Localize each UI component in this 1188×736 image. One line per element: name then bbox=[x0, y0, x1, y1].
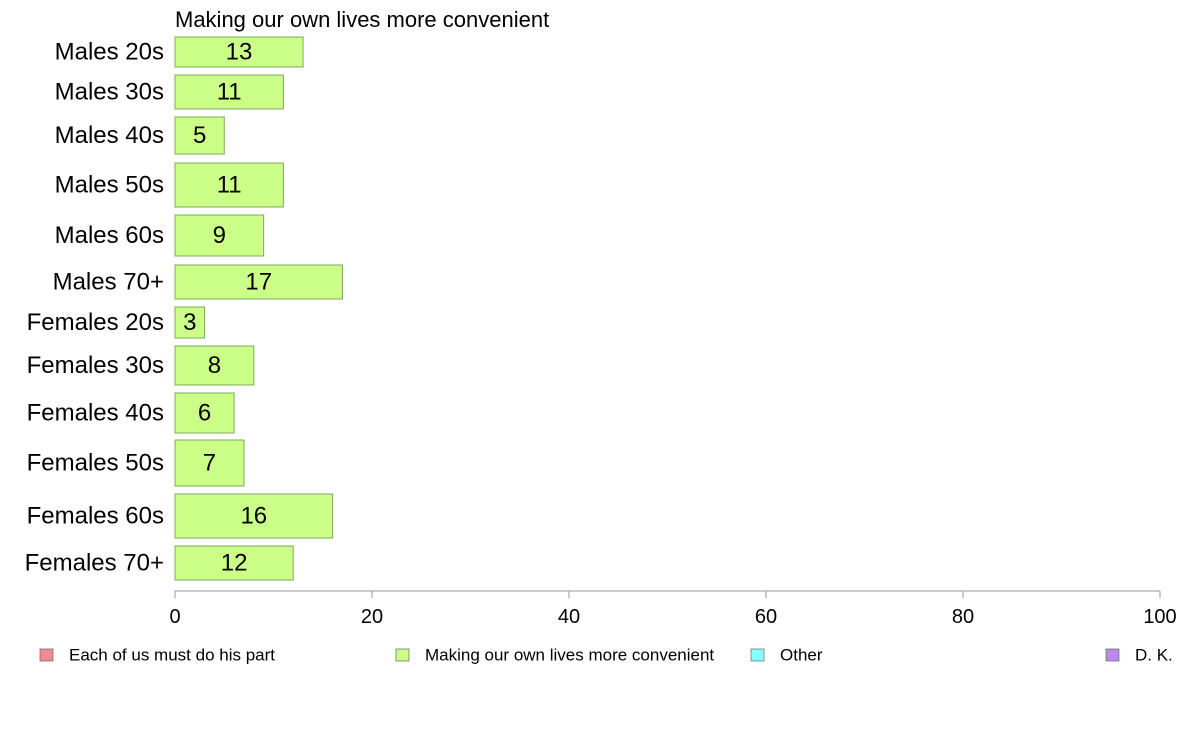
legend-swatch bbox=[395, 648, 410, 662]
category-label: Males 50s bbox=[55, 172, 164, 199]
bar bbox=[174, 493, 334, 539]
bar-value-label: 11 bbox=[217, 79, 242, 106]
bar-value-label: 13 bbox=[226, 39, 253, 66]
bar-value-label: 6 bbox=[198, 400, 211, 427]
bar bbox=[174, 545, 294, 581]
bar-value-label: 9 bbox=[213, 222, 226, 249]
bar bbox=[174, 162, 284, 208]
bar bbox=[174, 345, 255, 386]
category-label: Females 60s bbox=[27, 503, 164, 530]
legend-swatch bbox=[750, 648, 765, 662]
category-label: Males 70+ bbox=[53, 269, 164, 296]
bar bbox=[174, 74, 284, 110]
x-tick-label: 40 bbox=[558, 606, 580, 628]
x-tick-label: 0 bbox=[169, 606, 180, 628]
bar-value-label: 16 bbox=[240, 503, 267, 530]
x-tick-label: 80 bbox=[952, 606, 974, 628]
bar bbox=[174, 36, 304, 68]
legend-label: Each of us must do his part bbox=[69, 646, 275, 665]
category-label: Males 40s bbox=[55, 122, 164, 149]
bar-value-label: 11 bbox=[217, 172, 242, 199]
bar bbox=[174, 116, 225, 155]
bar-value-label: 7 bbox=[203, 450, 216, 477]
legend: Each of us must do his part Making our ow… bbox=[39, 646, 1173, 665]
category-label: Females 70+ bbox=[25, 550, 164, 577]
category-label: Females 40s bbox=[27, 400, 164, 427]
x-tick-label: 100 bbox=[1143, 606, 1176, 628]
category-label: Females 30s bbox=[27, 352, 164, 379]
legend-swatch bbox=[1105, 648, 1120, 662]
category-label: Males 30s bbox=[55, 79, 164, 106]
x-tick-label: 20 bbox=[361, 606, 383, 628]
bar bbox=[174, 306, 206, 339]
legend-swatch bbox=[39, 648, 54, 662]
bar bbox=[174, 214, 265, 257]
x-tick-label: 60 bbox=[755, 606, 777, 628]
bar-value-label: 12 bbox=[221, 550, 248, 577]
bar-value-label: 5 bbox=[193, 122, 206, 149]
bar bbox=[174, 264, 343, 300]
category-label: Females 50s bbox=[27, 450, 164, 477]
bar bbox=[174, 392, 235, 434]
x-axis: 0 20 40 60 80 100 bbox=[169, 590, 1177, 628]
bars: Males 20s 13 Males 30s 11 Males 40s 5 Males 50… bbox=[25, 36, 343, 581]
legend-label: Other bbox=[780, 646, 823, 665]
legend-label: D. K. bbox=[1135, 646, 1173, 665]
category-label: Males 60s bbox=[55, 222, 164, 249]
legend-label: Making our own lives more convenient bbox=[425, 646, 714, 665]
bar bbox=[174, 439, 245, 487]
bar-value-label: 17 bbox=[245, 269, 272, 296]
category-label: Males 20s bbox=[55, 39, 164, 66]
bar-value-label: 8 bbox=[208, 352, 221, 379]
category-label: Females 20s bbox=[27, 309, 164, 336]
chart-title: Making our own lives more convenient bbox=[175, 7, 549, 32]
bar-value-label: 3 bbox=[183, 309, 196, 336]
